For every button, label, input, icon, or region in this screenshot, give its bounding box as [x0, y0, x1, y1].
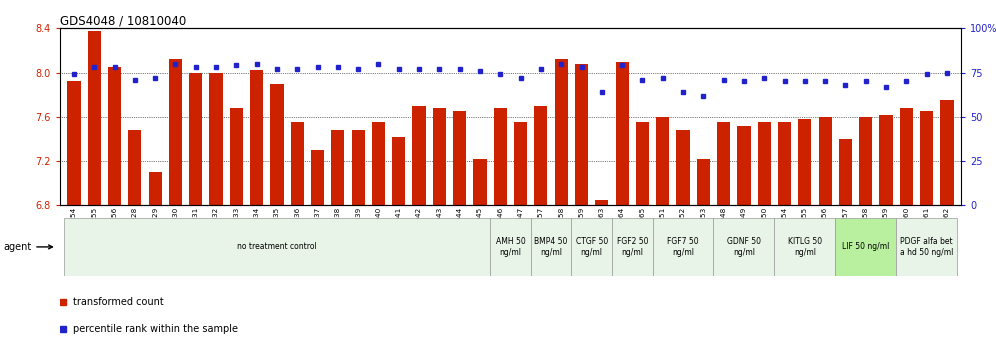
Bar	[128, 130, 141, 205]
Bar	[717, 122, 730, 205]
Bar	[534, 106, 548, 205]
Bar	[230, 108, 243, 205]
Bar	[713, 218, 774, 276]
Bar	[433, 108, 446, 205]
Bar	[311, 150, 324, 205]
Bar	[676, 130, 689, 205]
Bar	[879, 115, 892, 205]
Bar	[148, 172, 161, 205]
Bar	[169, 59, 182, 205]
Text: FGF7 50
ng/ml: FGF7 50 ng/ml	[667, 237, 699, 257]
Bar	[635, 122, 649, 205]
Text: LIF 50 ng/ml: LIF 50 ng/ml	[842, 242, 889, 251]
Bar	[490, 218, 531, 276]
Bar	[494, 108, 507, 205]
Bar	[575, 64, 588, 205]
Text: GDS4048 / 10810040: GDS4048 / 10810040	[60, 14, 186, 27]
Bar	[758, 122, 771, 205]
Bar	[596, 200, 609, 205]
Bar	[899, 108, 913, 205]
Bar	[774, 218, 836, 276]
Bar	[656, 117, 669, 205]
Text: transformed count: transformed count	[73, 297, 163, 307]
Bar	[697, 159, 710, 205]
Bar	[68, 81, 81, 205]
Bar	[189, 73, 202, 205]
Bar	[819, 117, 832, 205]
Bar	[270, 84, 284, 205]
Text: FGF2 50
ng/ml: FGF2 50 ng/ml	[617, 237, 648, 257]
Bar	[920, 111, 933, 205]
Bar	[392, 137, 405, 205]
Bar	[473, 159, 487, 205]
Text: AMH 50
ng/ml: AMH 50 ng/ml	[496, 237, 525, 257]
Text: agent: agent	[3, 242, 53, 252]
Bar	[291, 122, 304, 205]
Bar	[453, 111, 466, 205]
Bar	[332, 130, 345, 205]
Bar	[372, 122, 385, 205]
Bar	[940, 100, 953, 205]
Text: no treatment control: no treatment control	[237, 242, 317, 251]
Bar	[612, 218, 652, 276]
Bar	[652, 218, 713, 276]
Bar	[514, 122, 527, 205]
Bar	[531, 218, 572, 276]
Text: GDNF 50
ng/ml: GDNF 50 ng/ml	[727, 237, 761, 257]
Bar	[412, 106, 425, 205]
Bar	[250, 70, 263, 205]
Text: KITLG 50
ng/ml: KITLG 50 ng/ml	[788, 237, 822, 257]
Text: PDGF alfa bet
a hd 50 ng/ml: PDGF alfa bet a hd 50 ng/ml	[900, 237, 953, 257]
Bar	[896, 218, 957, 276]
Bar	[778, 122, 791, 205]
Bar	[860, 117, 872, 205]
Bar	[616, 62, 628, 205]
Bar	[555, 59, 568, 205]
Bar	[839, 139, 852, 205]
Text: percentile rank within the sample: percentile rank within the sample	[73, 324, 238, 334]
Bar	[836, 218, 896, 276]
Bar	[737, 126, 751, 205]
Bar	[108, 67, 122, 205]
Bar	[88, 30, 101, 205]
Bar	[209, 73, 223, 205]
Bar	[798, 119, 812, 205]
Text: CTGF 50
ng/ml: CTGF 50 ng/ml	[576, 237, 608, 257]
Bar	[64, 218, 490, 276]
Bar	[352, 130, 365, 205]
Bar	[572, 218, 612, 276]
Text: BMP4 50
ng/ml: BMP4 50 ng/ml	[535, 237, 568, 257]
